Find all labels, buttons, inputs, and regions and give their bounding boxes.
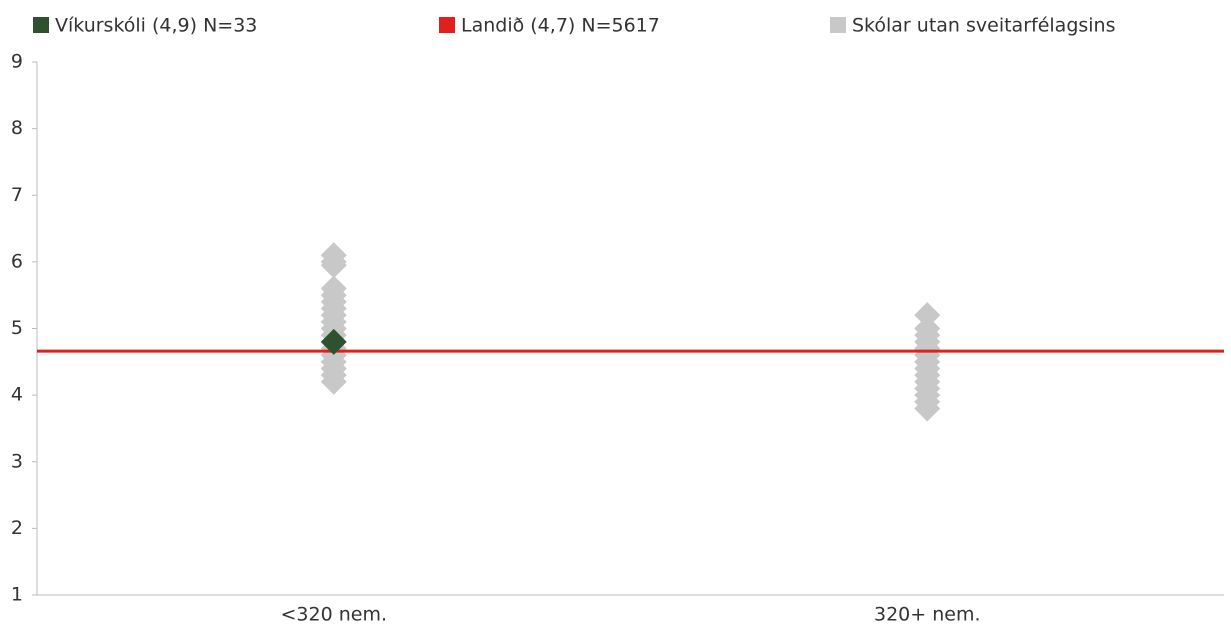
y-tick-label: 5 [11, 317, 23, 339]
legend-swatch [830, 17, 846, 33]
point [320, 368, 347, 395]
y-tick-label: 4 [11, 384, 23, 406]
y-tick-label: 7 [11, 184, 23, 206]
y-tick-label: 6 [11, 250, 23, 272]
x-tick-label: 320+ nem. [874, 604, 981, 626]
point [320, 252, 347, 279]
legend-label: Landið (4,7) N=5617 [461, 15, 660, 37]
point [914, 395, 941, 422]
y-tick-label: 1 [11, 584, 23, 606]
legend-swatch [33, 17, 49, 33]
legend-label: Skólar utan sveitarfélagsins [852, 15, 1116, 37]
y-tick-label: 9 [11, 51, 23, 73]
legend-swatch [439, 17, 455, 33]
y-tick-label: 3 [11, 450, 23, 472]
point [914, 302, 941, 329]
y-tick-label: 2 [11, 517, 23, 539]
point [320, 328, 347, 355]
y-tick-label: 8 [11, 117, 23, 139]
legend-label: Víkurskóli (4,9) N=33 [55, 15, 257, 37]
x-tick-label: <320 nem. [280, 604, 387, 626]
